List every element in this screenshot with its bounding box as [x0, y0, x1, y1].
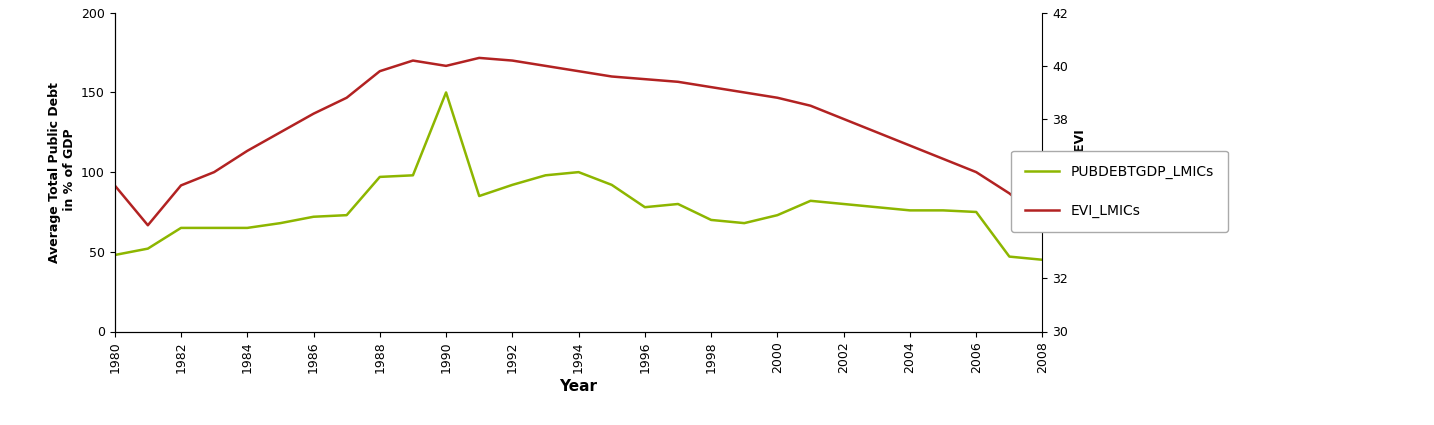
PUBDEBTGDP_LMICs — [272, 221, 290, 226]
EVI_LMICs — [703, 85, 720, 90]
PUBDEBTGDP_LMICs — [637, 205, 654, 210]
EVI_LMICs — [1001, 191, 1018, 196]
EVI_LMICs — [670, 79, 687, 85]
EVI_LMICs — [437, 63, 455, 68]
PUBDEBTGDP_LMICs — [238, 225, 255, 230]
X-axis label: Year: Year — [559, 379, 598, 394]
PUBDEBTGDP_LMICs — [802, 198, 819, 204]
PUBDEBTGDP_LMICs — [371, 174, 389, 179]
PUBDEBTGDP_LMICs — [703, 218, 720, 223]
Line: EVI_LMICs: EVI_LMICs — [115, 58, 1043, 225]
Line: PUBDEBTGDP_LMICs: PUBDEBTGDP_LMICs — [115, 93, 1043, 260]
EVI_LMICs — [802, 103, 819, 108]
EVI_LMICs — [637, 76, 654, 82]
PUBDEBTGDP_LMICs — [935, 208, 952, 213]
EVI_LMICs — [935, 156, 952, 162]
EVI_LMICs — [205, 170, 222, 175]
EVI_LMICs — [736, 90, 753, 95]
EVI_LMICs — [139, 223, 156, 228]
EVI_LMICs — [106, 183, 123, 188]
PUBDEBTGDP_LMICs — [536, 173, 554, 178]
PUBDEBTGDP_LMICs — [470, 193, 488, 198]
EVI_LMICs — [604, 74, 621, 79]
PUBDEBTGDP_LMICs — [868, 205, 885, 210]
PUBDEBTGDP_LMICs — [305, 214, 323, 219]
PUBDEBTGDP_LMICs — [902, 208, 919, 213]
Y-axis label: Average EVI: Average EVI — [1074, 130, 1087, 215]
PUBDEBTGDP_LMICs — [139, 246, 156, 251]
EVI_LMICs — [835, 116, 852, 122]
EVI_LMICs — [305, 111, 323, 116]
EVI_LMICs — [968, 170, 985, 175]
PUBDEBTGDP_LMICs — [670, 201, 687, 207]
Y-axis label: Average Total Public Debt
 in % of GDP: Average Total Public Debt in % of GDP — [47, 82, 76, 263]
PUBDEBTGDP_LMICs — [769, 212, 786, 218]
EVI_LMICs — [272, 130, 290, 135]
EVI_LMICs — [902, 143, 919, 148]
EVI_LMICs — [338, 95, 356, 100]
PUBDEBTGDP_LMICs — [437, 90, 455, 95]
PUBDEBTGDP_LMICs — [205, 225, 222, 230]
PUBDEBTGDP_LMICs — [604, 182, 621, 187]
EVI_LMICs — [371, 69, 389, 74]
PUBDEBTGDP_LMICs — [736, 221, 753, 226]
PUBDEBTGDP_LMICs — [569, 170, 587, 175]
EVI_LMICs — [1034, 217, 1051, 222]
PUBDEBTGDP_LMICs — [835, 201, 852, 207]
EVI_LMICs — [503, 58, 521, 63]
PUBDEBTGDP_LMICs — [172, 225, 189, 230]
EVI_LMICs — [868, 130, 885, 135]
PUBDEBTGDP_LMICs — [1001, 254, 1018, 259]
EVI_LMICs — [238, 148, 255, 153]
EVI_LMICs — [404, 58, 422, 63]
EVI_LMICs — [769, 95, 786, 100]
EVI_LMICs — [470, 55, 488, 60]
PUBDEBTGDP_LMICs — [1034, 257, 1051, 262]
PUBDEBTGDP_LMICs — [106, 252, 123, 258]
EVI_LMICs — [569, 69, 587, 74]
PUBDEBTGDP_LMICs — [503, 182, 521, 187]
Legend: PUBDEBTGDP_LMICs, EVI_LMICs: PUBDEBTGDP_LMICs, EVI_LMICs — [1011, 151, 1228, 232]
PUBDEBTGDP_LMICs — [338, 212, 356, 218]
EVI_LMICs — [172, 183, 189, 188]
PUBDEBTGDP_LMICs — [968, 210, 985, 215]
EVI_LMICs — [536, 63, 554, 68]
PUBDEBTGDP_LMICs — [404, 173, 422, 178]
